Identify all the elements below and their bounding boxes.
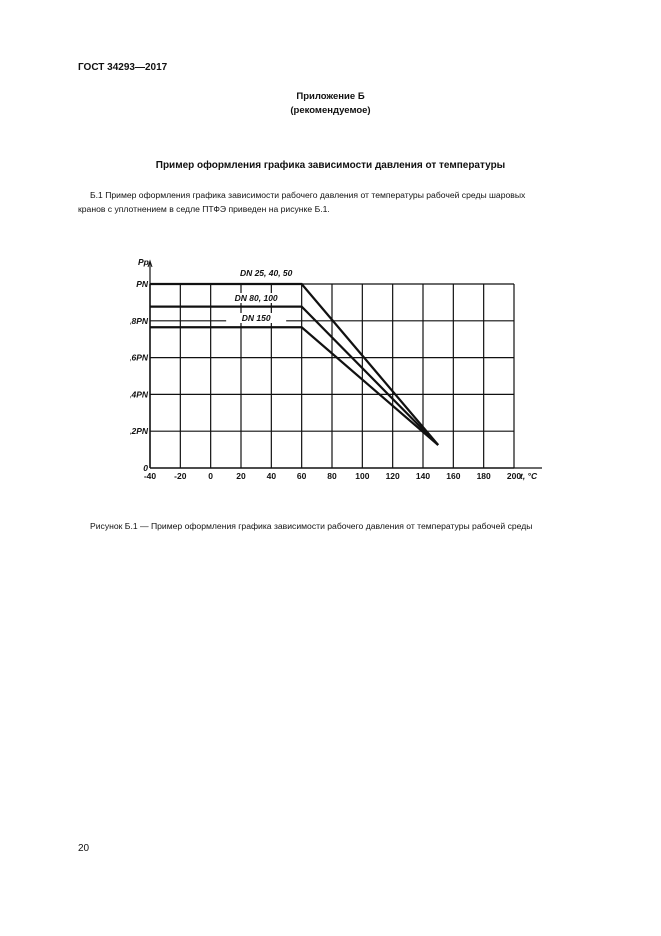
series-label: DN 150 <box>242 313 271 323</box>
x-tick-label: 40 <box>267 471 277 481</box>
x-tick-label: 20 <box>236 471 246 481</box>
series-label: DN 80, 100 <box>235 293 278 303</box>
series-line <box>150 326 439 446</box>
pressure-temperature-chart: -40 -20 0 20 40 60 80 100 120 140 160 180 200 0 0,2PN 0… <box>130 257 542 481</box>
y-axis-arrow <box>147 259 153 268</box>
x-tick-label: -20 <box>174 471 187 481</box>
series-label-bg <box>226 313 287 323</box>
x-tick-label: -40 <box>144 471 157 481</box>
y-axis-label: Pр <box>138 257 149 267</box>
x-tick-label: 140 <box>416 471 430 481</box>
y-tick-label: 0,8PN <box>130 316 149 326</box>
x-tick-label: 60 <box>297 471 307 481</box>
page-number: 20 <box>78 843 90 854</box>
series-label-bg <box>226 293 287 303</box>
series-line <box>150 305 439 446</box>
series-line <box>150 282 440 446</box>
paragraph-line-1: Б.1 Пример оформления графика зависимост… <box>90 190 526 200</box>
x-tick-label: 200 <box>507 471 521 481</box>
y-tick-label: 0,4PN <box>130 389 149 399</box>
appendix-subtitle: (рекомендуемое) <box>290 105 371 116</box>
y-tick-label: 0,2PN <box>130 426 149 436</box>
x-axis-label: t, °C <box>520 471 538 481</box>
series-label: DN 25, 40, 50 <box>240 268 293 278</box>
paragraph-line-2: кранов с уплотнением в седле ПТФЭ привед… <box>78 204 330 214</box>
section-title: Пример оформления графика зависимости да… <box>155 160 506 171</box>
appendix-title: Приложение Б <box>296 91 365 102</box>
y-tick-label: PN <box>136 279 149 289</box>
x-tick-label: 120 <box>386 471 400 481</box>
x-tick-label: 0 <box>208 471 213 481</box>
y-tick-label: 0 <box>143 463 148 473</box>
standard-header: ГОСТ 34293—2017 <box>78 62 168 73</box>
y-tick-label: 0,6PN <box>130 353 149 363</box>
x-tick-label: 180 <box>477 471 491 481</box>
x-tick-label: 160 <box>446 471 460 481</box>
figure-caption: Рисунок Б.1 — Пример оформления графика … <box>90 521 533 531</box>
x-tick-label: 100 <box>355 471 369 481</box>
x-tick-label: 80 <box>327 471 337 481</box>
